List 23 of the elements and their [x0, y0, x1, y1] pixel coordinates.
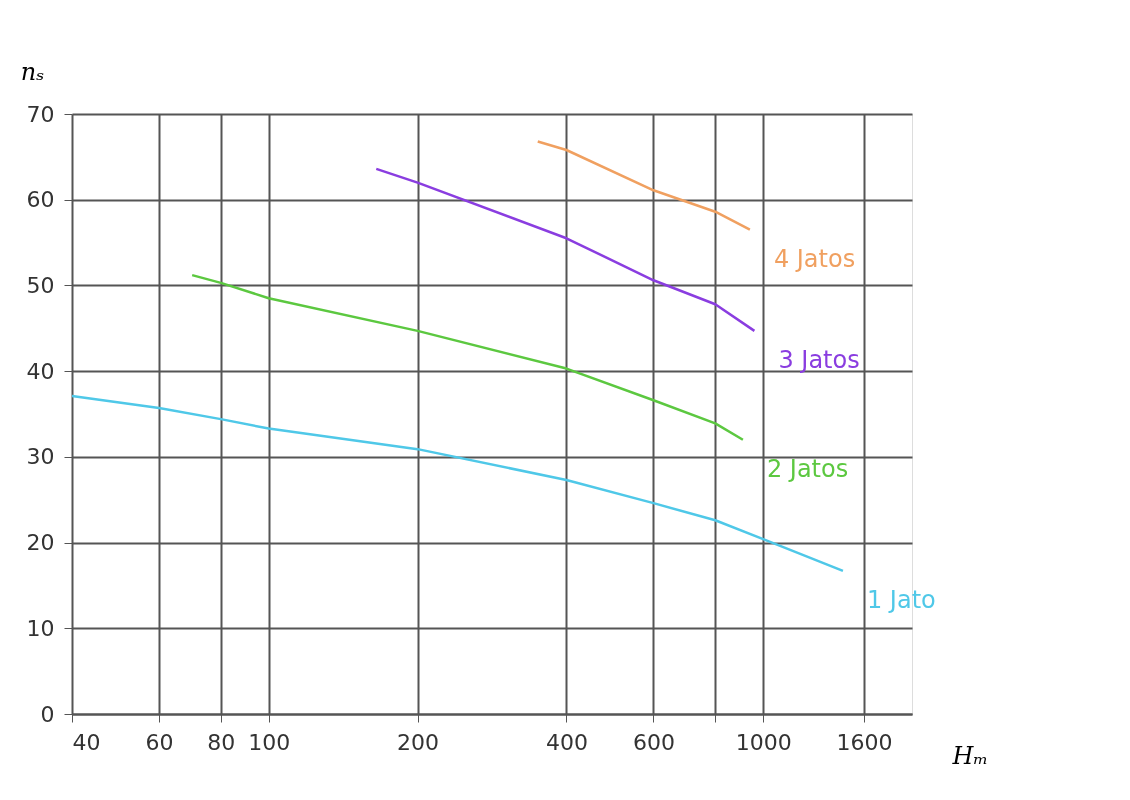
series-label: 2 Jatos: [766, 454, 849, 483]
y-tick-label: 60: [26, 187, 55, 213]
x-tick-label: 1600: [836, 729, 893, 755]
x-tick-label: 100: [248, 729, 291, 755]
y-tick-label: 70: [26, 101, 55, 127]
y-tick-label: 50: [26, 272, 55, 298]
y-tick-label: 20: [26, 530, 55, 556]
series-label: 4 Jatos: [773, 244, 856, 273]
x-tick-label: 40: [72, 729, 101, 755]
y-tick-label: 40: [26, 358, 55, 384]
x-tick-label: 400: [545, 729, 588, 755]
x-tick-label: 80: [207, 729, 236, 755]
y-axis-title: nₛ: [20, 57, 45, 86]
y-tick-label: 30: [26, 444, 55, 470]
x-axis-title: Hₘ: [951, 741, 989, 770]
x-tick-label: 600: [632, 729, 675, 755]
x-tick-label: 60: [145, 729, 174, 755]
y-tick-label: 0: [40, 701, 55, 727]
y-tick-label: 10: [26, 615, 55, 641]
series-label: 3 Jatos: [778, 345, 860, 374]
series-label: 1 Jato: [866, 585, 936, 614]
x-tick-label: 200: [397, 729, 440, 755]
x-tick-label: 1000: [735, 729, 792, 755]
